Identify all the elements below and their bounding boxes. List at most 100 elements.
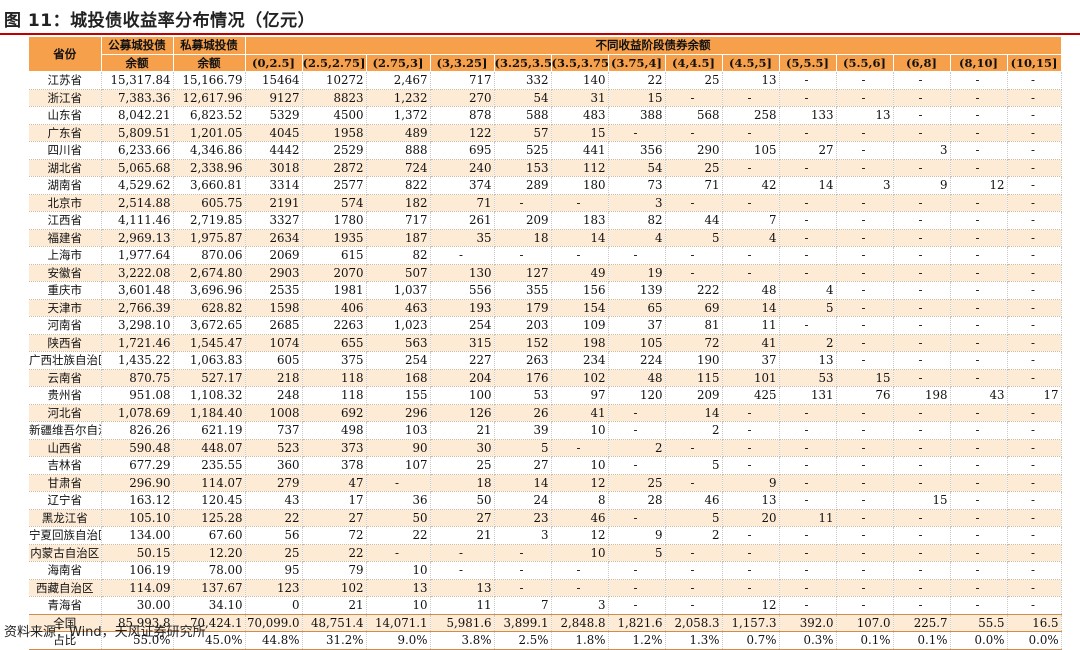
table-cell: - bbox=[836, 456, 894, 475]
table-cell: 5 bbox=[665, 229, 723, 247]
table-cell: - bbox=[836, 246, 894, 265]
table-cell: 152 bbox=[494, 334, 552, 352]
table-cell: 5,981.6 bbox=[430, 613, 495, 632]
table-row: 安徽省 3,222.08 2,674.80 2903 2070 507 130 127 49 19… bbox=[29, 264, 1062, 282]
table-cell: 878 bbox=[430, 106, 495, 125]
table-cell: - bbox=[1007, 316, 1062, 335]
table-cell: 254 bbox=[430, 316, 495, 335]
table-cell: - bbox=[779, 404, 837, 422]
table-cell: 5 bbox=[665, 509, 723, 527]
row-label: 上海市 bbox=[29, 246, 102, 265]
table-cell: 2872 bbox=[302, 159, 367, 177]
table-cell: 22 bbox=[302, 544, 367, 562]
table-cell: - bbox=[1007, 176, 1062, 195]
table-cell: 56 bbox=[245, 526, 303, 545]
table-cell: 717 bbox=[366, 211, 431, 230]
table-cell: - bbox=[950, 491, 1008, 510]
table-row: 江西省 4,111.46 2,719.85 3327 1780 717 261 209 183 8… bbox=[29, 211, 1062, 230]
table-cell: 209 bbox=[494, 211, 552, 230]
table-cell: 2263 bbox=[302, 316, 367, 335]
table-cell: 24 bbox=[494, 491, 552, 510]
table-cell: - bbox=[1007, 439, 1062, 457]
table-cell: - bbox=[893, 526, 951, 545]
table-cell: - bbox=[608, 596, 666, 615]
table-cell: - bbox=[1007, 579, 1062, 597]
table-row: 贵州省 951.08 1,108.32 248 118 155 100 53 97 120 209 4… bbox=[29, 386, 1062, 405]
table-cell: 0.7% bbox=[722, 631, 780, 650]
table-row: 浙江省 7,383.36 12,617.96 9127 8823 1,232 270 54 31… bbox=[29, 89, 1062, 107]
table-cell: 1598 bbox=[245, 299, 303, 317]
table-cell: - bbox=[836, 421, 894, 440]
table-cell: - bbox=[836, 229, 894, 247]
table-cell: 27 bbox=[302, 509, 367, 527]
table-cell: 441 bbox=[551, 141, 609, 160]
table-cell: 114.07 bbox=[173, 474, 246, 492]
table-cell: 4,529.62 bbox=[101, 176, 174, 195]
table-cell: 105 bbox=[722, 141, 780, 160]
table-cell: 13 bbox=[430, 579, 495, 597]
table-cell: 1.2% bbox=[608, 631, 666, 650]
table-cell: 388 bbox=[608, 106, 666, 125]
table-cell: - bbox=[1007, 281, 1062, 300]
table-cell: - bbox=[779, 439, 837, 457]
table-cell: 7 bbox=[722, 211, 780, 230]
table-cell: - bbox=[950, 281, 1008, 300]
table-cell: 25 bbox=[245, 544, 303, 562]
table-cell: - bbox=[893, 421, 951, 440]
table-cell: 15 bbox=[893, 491, 951, 510]
table-cell: 204 bbox=[430, 369, 495, 387]
table-cell: - bbox=[665, 439, 723, 457]
table-cell: 13 bbox=[366, 579, 431, 597]
table-cell: 677.29 bbox=[101, 456, 174, 475]
table-cell: 79 bbox=[302, 561, 367, 580]
table-cell: 1,157.3 bbox=[722, 613, 780, 632]
table-cell: 224 bbox=[608, 351, 666, 370]
table-cell: - bbox=[893, 194, 951, 212]
table-row: 湖北省 5,065.68 2,338.96 3018 2872 724 240 153 112 5… bbox=[29, 159, 1062, 177]
table-cell: 1958 bbox=[302, 124, 367, 142]
table-cell: 37 bbox=[722, 351, 780, 370]
table-cell: 102 bbox=[302, 579, 367, 597]
table-cell: - bbox=[836, 264, 894, 282]
row-label: 福建省 bbox=[29, 229, 102, 247]
table-row: 福建省 2,969.13 1,975.87 2634 1935 187 35 18 14 4 5 4-… bbox=[29, 229, 1062, 247]
table-row: 新疆维吾尔自治区826.26621.19737498103213910-2---… bbox=[29, 421, 1062, 440]
table-cell: 3 bbox=[608, 194, 666, 212]
table-cell: 8,042.21 bbox=[101, 106, 174, 125]
table-cell: 248 bbox=[245, 386, 303, 405]
table-cell: 67.60 bbox=[173, 526, 246, 545]
table-cell: 176 bbox=[494, 369, 552, 387]
table-cell: 392.0 bbox=[779, 613, 837, 632]
table-cell: 227 bbox=[430, 351, 495, 370]
table-cell: 26 bbox=[494, 404, 552, 422]
yield-distribution-table: 省份 公募城投债 私募城投债 不同收益阶段债券余额 余额 余额 (0,2.5](… bbox=[29, 37, 1062, 650]
row-label: 贵州省 bbox=[29, 386, 102, 405]
table-cell: 0 bbox=[245, 596, 303, 615]
table-cell: 525 bbox=[494, 141, 552, 160]
table-cell: 14 bbox=[665, 404, 723, 422]
table-cell: 203 bbox=[494, 316, 552, 335]
table-cell: - bbox=[1007, 456, 1062, 475]
table-cell: - bbox=[893, 561, 951, 580]
table-row: 北京市 2,514.88 605.75 2191 574 182 71- -3- - - - - - - bbox=[29, 194, 1062, 212]
table-row: 湖南省 4,529.62 3,660.81 3314 2577 822 374 289 180 7… bbox=[29, 176, 1062, 195]
table-cell: 235.55 bbox=[173, 456, 246, 475]
table-cell: - bbox=[950, 421, 1008, 440]
table-cell: - bbox=[779, 561, 837, 580]
table-cell: - bbox=[722, 246, 780, 265]
table-cell: 54 bbox=[608, 159, 666, 177]
table-cell: 356 bbox=[608, 141, 666, 160]
row-label: 云南省 bbox=[29, 369, 102, 387]
table-cell: 3,601.48 bbox=[101, 281, 174, 300]
table-cell: - bbox=[893, 439, 951, 457]
table-cell: 103 bbox=[366, 421, 431, 440]
table-cell: - bbox=[1007, 596, 1062, 615]
table-row: 河南省 3,298.10 3,672.65 2685 2263 1,023 254 203 10… bbox=[29, 316, 1062, 335]
header-range: (8,10] bbox=[950, 54, 1008, 72]
table-cell: - bbox=[608, 456, 666, 475]
table-cell: 378 bbox=[302, 456, 367, 475]
table-cell: 737 bbox=[245, 421, 303, 440]
table-cell: 360 bbox=[245, 456, 303, 475]
table-cell: - bbox=[1007, 561, 1062, 580]
